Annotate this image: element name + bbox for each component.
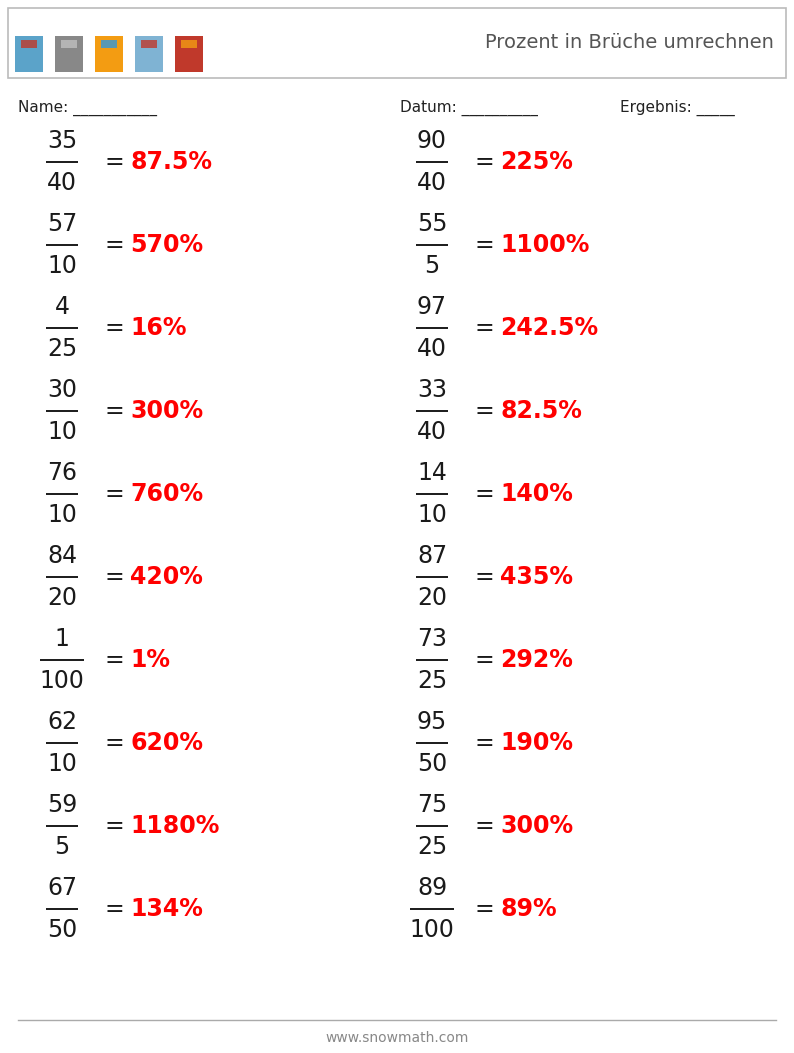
FancyBboxPatch shape xyxy=(21,40,37,48)
Text: 1100%: 1100% xyxy=(500,233,589,257)
Text: =: = xyxy=(474,233,494,257)
Text: =: = xyxy=(104,399,124,423)
FancyBboxPatch shape xyxy=(55,36,83,72)
Text: 1180%: 1180% xyxy=(130,814,219,838)
Text: 5: 5 xyxy=(54,835,70,859)
Text: 620%: 620% xyxy=(130,731,203,755)
Text: 10: 10 xyxy=(417,503,447,528)
Text: 242.5%: 242.5% xyxy=(500,316,598,340)
Text: =: = xyxy=(104,482,124,506)
Text: 40: 40 xyxy=(417,420,447,444)
Text: =: = xyxy=(104,648,124,672)
Text: 57: 57 xyxy=(47,212,77,236)
Text: 73: 73 xyxy=(417,627,447,651)
Text: =: = xyxy=(474,150,494,174)
Text: 40: 40 xyxy=(417,337,447,361)
Text: 420%: 420% xyxy=(130,565,203,589)
Text: 20: 20 xyxy=(417,587,447,611)
Text: Prozent in Brüche umrechnen: Prozent in Brüche umrechnen xyxy=(485,34,774,53)
Text: 25: 25 xyxy=(47,337,77,361)
Text: 87.5%: 87.5% xyxy=(130,150,212,174)
Text: =: = xyxy=(474,731,494,755)
Text: 140%: 140% xyxy=(500,482,573,506)
FancyBboxPatch shape xyxy=(61,40,77,48)
Text: 90: 90 xyxy=(417,128,447,153)
Text: 225%: 225% xyxy=(500,150,573,174)
Text: 59: 59 xyxy=(47,793,77,817)
FancyBboxPatch shape xyxy=(135,36,163,72)
Text: =: = xyxy=(474,897,494,921)
Text: 30: 30 xyxy=(47,378,77,401)
Text: 134%: 134% xyxy=(130,897,203,921)
Text: =: = xyxy=(474,814,494,838)
Text: 10: 10 xyxy=(47,752,77,776)
Text: www.snowmath.com: www.snowmath.com xyxy=(326,1031,468,1045)
Text: 14: 14 xyxy=(417,460,447,484)
Text: 84: 84 xyxy=(47,543,77,568)
Text: 40: 40 xyxy=(47,172,77,196)
Text: Name: ___________: Name: ___________ xyxy=(18,100,157,116)
Text: 4: 4 xyxy=(55,295,70,319)
Text: 95: 95 xyxy=(417,710,447,734)
Text: 292%: 292% xyxy=(500,648,573,672)
Text: =: = xyxy=(474,316,494,340)
Text: 40: 40 xyxy=(417,172,447,196)
Text: 89: 89 xyxy=(417,876,447,899)
Text: 67: 67 xyxy=(47,876,77,899)
Text: 760%: 760% xyxy=(130,482,203,506)
Text: 10: 10 xyxy=(47,255,77,278)
Text: 33: 33 xyxy=(417,378,447,401)
FancyBboxPatch shape xyxy=(141,40,157,48)
Text: =: = xyxy=(104,731,124,755)
Text: Datum: __________: Datum: __________ xyxy=(400,100,538,116)
Text: 1: 1 xyxy=(55,627,69,651)
Text: 100: 100 xyxy=(410,918,454,942)
FancyBboxPatch shape xyxy=(95,36,123,72)
Text: 35: 35 xyxy=(47,128,77,153)
FancyBboxPatch shape xyxy=(181,40,197,48)
Text: =: = xyxy=(474,399,494,423)
FancyBboxPatch shape xyxy=(101,40,117,48)
Text: 5: 5 xyxy=(424,255,440,278)
Text: 10: 10 xyxy=(47,420,77,444)
Text: =: = xyxy=(104,565,124,589)
Text: 100: 100 xyxy=(40,670,84,693)
Text: 570%: 570% xyxy=(130,233,203,257)
Text: 82.5%: 82.5% xyxy=(500,399,582,423)
Text: 25: 25 xyxy=(417,670,447,693)
Text: 10: 10 xyxy=(47,503,77,528)
Text: 75: 75 xyxy=(417,793,447,817)
Text: =: = xyxy=(474,565,494,589)
Text: 25: 25 xyxy=(417,835,447,859)
Text: 50: 50 xyxy=(47,918,77,942)
Text: =: = xyxy=(104,814,124,838)
FancyBboxPatch shape xyxy=(8,8,786,78)
Text: 1%: 1% xyxy=(130,648,170,672)
Text: 16%: 16% xyxy=(130,316,187,340)
Text: =: = xyxy=(104,316,124,340)
Text: 435%: 435% xyxy=(500,565,573,589)
Text: 97: 97 xyxy=(417,295,447,319)
FancyBboxPatch shape xyxy=(175,36,203,72)
Text: 20: 20 xyxy=(47,587,77,611)
FancyBboxPatch shape xyxy=(15,36,43,72)
Text: 62: 62 xyxy=(47,710,77,734)
Text: 50: 50 xyxy=(417,752,447,776)
Text: =: = xyxy=(474,648,494,672)
Text: 300%: 300% xyxy=(500,814,573,838)
Text: 300%: 300% xyxy=(130,399,203,423)
Text: 76: 76 xyxy=(47,460,77,484)
Text: =: = xyxy=(104,233,124,257)
Text: =: = xyxy=(104,150,124,174)
Text: =: = xyxy=(104,897,124,921)
Text: 87: 87 xyxy=(417,543,447,568)
Text: 89%: 89% xyxy=(500,897,557,921)
Text: 55: 55 xyxy=(417,212,447,236)
Text: Ergebnis: _____: Ergebnis: _____ xyxy=(620,100,734,116)
Text: 190%: 190% xyxy=(500,731,573,755)
Text: =: = xyxy=(474,482,494,506)
